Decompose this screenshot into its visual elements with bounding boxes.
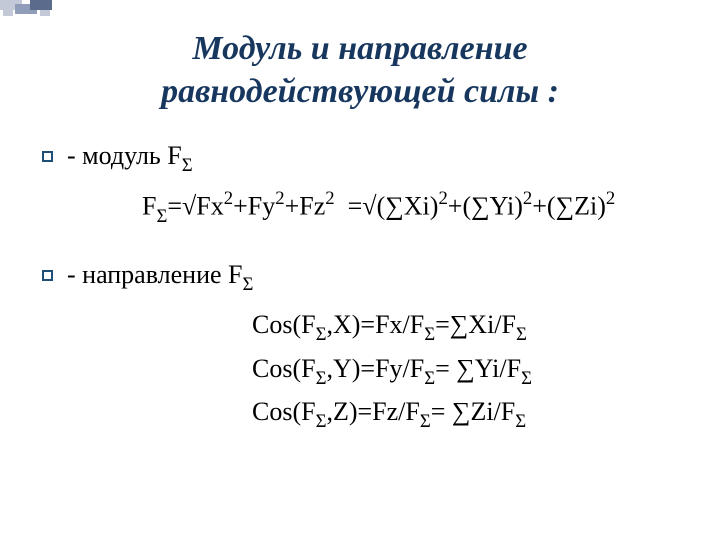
- slide-content: Модуль и направление равнодействующей си…: [0, 0, 720, 435]
- title-line-2: равнодействующей силы :: [161, 73, 559, 110]
- bullet-icon: [42, 151, 53, 162]
- bullet-symbol: F: [228, 260, 242, 289]
- bullet-label: - направление: [67, 260, 228, 289]
- bullet-symbol: F: [167, 141, 181, 170]
- slide-title: Модуль и направление равнодействующей си…: [42, 28, 678, 113]
- formula-cos-z: Cos(FΣ,Z)=Fz/FΣ= ∑Zi/FΣ: [42, 392, 678, 435]
- deco-block: [30, 0, 52, 10]
- bullet-sub: Σ: [182, 155, 193, 176]
- deco-block: [40, 10, 50, 16]
- formula-modulus: FΣ=√Fx2+Fy2+Fz2 =√(∑Xi)2+(∑Yi)2+(∑Zi)2: [42, 186, 678, 230]
- formula-cos-x: Cos(FΣ,X)=Fx/FΣ=∑Xi/FΣ: [42, 305, 678, 348]
- formula-cos-y: Cos(FΣ,Y)=Fy/FΣ= ∑Yi/FΣ: [42, 349, 678, 392]
- deco-block: [3, 10, 13, 16]
- bullet-line-modulus: - модуль FΣ: [42, 141, 678, 176]
- corner-decoration: [0, 0, 80, 18]
- section-modulus: - модуль FΣ FΣ=√Fx2+Fy2+Fz2 =√(∑Xi)2+(∑Y…: [42, 141, 678, 230]
- title-line-1: Модуль и направление: [192, 30, 527, 67]
- bullet-sub: Σ: [243, 274, 254, 295]
- bullet-icon: [42, 270, 53, 281]
- bullet-line-direction: - направление FΣ: [42, 260, 678, 295]
- bullet-text-direction: - направление FΣ: [67, 260, 253, 295]
- bullet-label: - модуль: [67, 141, 167, 170]
- section-direction: - направление FΣ Cos(FΣ,X)=Fx/FΣ=∑Xi/FΣ …: [42, 260, 678, 435]
- bullet-text-modulus: - модуль FΣ: [67, 141, 193, 176]
